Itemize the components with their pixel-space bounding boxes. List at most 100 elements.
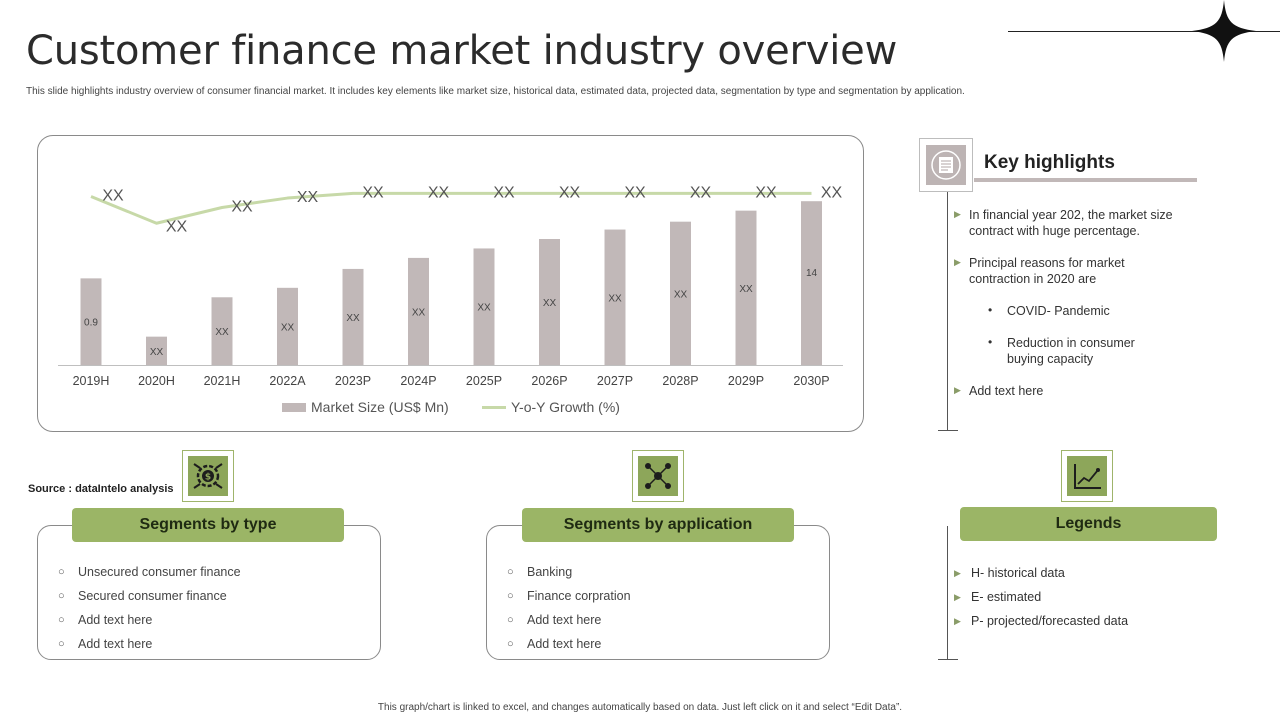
bar-data-label: XX [674, 289, 688, 300]
bar-data-label: XX [608, 293, 622, 304]
circle-bullet-icon: ○ [507, 614, 514, 626]
highlight-point: Principal reasons for market contraction… [969, 256, 1125, 286]
circle-bullet-icon: ○ [507, 590, 514, 602]
page-title: Customer finance market industry overvie… [26, 28, 898, 74]
decorative-line [1008, 31, 1280, 32]
legend-line-label: Y-o-Y Growth (%) [511, 399, 620, 415]
segment-type-item: Secured consumer finance [78, 589, 227, 603]
arrow-bullet-icon: ▶ [954, 568, 961, 578]
highlight-sub-point: COVID- Pandemic [1007, 304, 1110, 318]
x-tick-label: 2027P [597, 374, 633, 388]
x-tick-label: 2019H [73, 374, 110, 388]
bar-data-label: XX [215, 327, 229, 338]
highlight-point: In financial year 202, the market size c… [969, 208, 1173, 238]
legends-rail-end [938, 659, 958, 660]
x-tick-label: 2030P [793, 374, 829, 388]
page-subtitle: This slide highlights industry overview … [26, 86, 965, 97]
segments-type-header: Segments by type [72, 508, 344, 542]
legend-item: P- projected/forecasted data [971, 614, 1129, 628]
chart-panel: 0.9 2019H XX 2020H XX 2021H XX 2022A XX 2023P XX 20… [37, 135, 864, 432]
legends-rail [947, 526, 948, 659]
footer-note: This graph/chart is linked to excel, and… [377, 702, 903, 713]
segments-application-header: Segments by application [522, 508, 794, 542]
line-data-label: XX [362, 184, 384, 201]
segments-type-panel [37, 525, 381, 660]
arrow-bullet-icon: ▶ [954, 616, 961, 626]
line-data-label: XX [428, 184, 450, 201]
x-tick-label: 2023P [335, 374, 371, 388]
bar [539, 239, 560, 365]
key-highlights-rail [947, 192, 948, 431]
line-data-label: XX [624, 184, 646, 201]
circle-bullet-icon: ○ [58, 566, 65, 578]
combo-chart: 0.9 2019H XX 2020H XX 2021H XX 2022A XX 2023P XX 20… [58, 184, 843, 415]
legend-bar-swatch [282, 403, 306, 412]
segment-application-item: Add text here [527, 637, 602, 651]
key-highlights-title: Key highlights [984, 152, 1115, 173]
arrow-bullet-icon: ▶ [954, 257, 961, 267]
bar [604, 229, 626, 365]
bar-data-label: XX [150, 347, 164, 358]
line-data-label: XX [690, 184, 712, 201]
line-data-label: XX [166, 218, 188, 235]
bar [670, 221, 691, 365]
circle-bullet-icon: ○ [507, 638, 514, 650]
line-data-label: XX [559, 184, 581, 201]
legends-header: Legends [960, 507, 1217, 541]
dot-bullet-icon: • [988, 303, 993, 317]
line-data-label: XX [102, 187, 124, 204]
bar [735, 210, 757, 365]
circle-bullet-icon: ○ [58, 638, 65, 650]
circle-bullet-icon: ○ [58, 614, 65, 626]
x-tick-label: 2025P [466, 374, 502, 388]
arrow-bullet-icon: ▶ [954, 592, 961, 602]
line-data-label: XX [297, 189, 319, 206]
x-tick-label: 2020H [138, 374, 175, 388]
key-highlights-underline [974, 178, 1197, 182]
network-people-icon [645, 463, 671, 489]
bar [146, 336, 167, 365]
segment-application-item: Finance corpration [527, 589, 631, 603]
segments-application-icon-frame [632, 450, 684, 502]
line-data-label: XX [493, 184, 515, 201]
bar [277, 287, 298, 365]
growth-line [90, 191, 812, 225]
bar-data-label: XX [739, 284, 753, 295]
line-data-label: XX [821, 184, 843, 201]
segment-type-item: Add text here [78, 613, 153, 627]
bar [211, 297, 233, 365]
bar-data-label: XX [346, 313, 360, 324]
key-highlights-icon-frame [919, 138, 973, 192]
line-data-label: XX [755, 184, 777, 201]
segment-type-item: Add text here [78, 637, 153, 651]
x-tick-label: 2024P [400, 374, 436, 388]
x-tick-label: 2022A [269, 374, 306, 388]
legend-item: E- estimated [971, 590, 1042, 604]
x-tick-label: 2028P [662, 374, 698, 388]
bar-data-label: XX [281, 322, 295, 333]
segment-application-item: Add text here [527, 613, 602, 627]
segment-application-item: Banking [527, 565, 573, 579]
bar-data-label: XX [477, 303, 491, 314]
x-tick-label: 2021H [204, 374, 241, 388]
dot-bullet-icon: • [988, 335, 993, 349]
star-icon [1192, 0, 1256, 62]
circle-bullet-icon: ○ [58, 590, 65, 602]
line-chart-icon [1074, 464, 1101, 489]
bar-data-label: XX [543, 298, 557, 309]
arrow-bullet-icon: ▶ [954, 385, 961, 395]
circle-bullet-icon: ○ [507, 566, 514, 578]
bar [408, 257, 429, 365]
segment-type-item: Unsecured consumer finance [78, 565, 241, 579]
legend-bar-label: Market Size (US$ Mn) [311, 399, 449, 415]
bar [473, 248, 495, 365]
bar [342, 268, 364, 365]
line-data-label: XX [231, 199, 253, 216]
svg-text:$: $ [205, 473, 211, 483]
segments-type-icon-frame: $ [182, 450, 234, 502]
money-gear-icon: $ [193, 463, 223, 489]
bar-data-label: 14 [806, 268, 818, 279]
x-tick-label: 2026P [531, 374, 567, 388]
bar [80, 278, 102, 365]
x-tick-label: 2029P [728, 374, 764, 388]
